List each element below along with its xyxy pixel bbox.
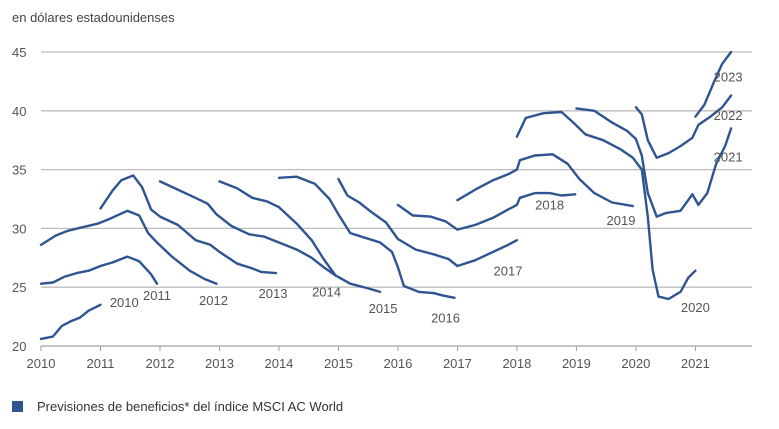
series-line-2010 (39, 303, 102, 341)
y-axis: 20 25 30 35 40 45 (12, 45, 26, 354)
series-line-2014 (158, 180, 337, 277)
legend-swatch (12, 400, 23, 412)
x-tick-label-2011: 2011 (87, 356, 115, 371)
y-tick-label-20: 20 (12, 339, 26, 354)
series-line-2016 (277, 175, 456, 299)
series-line-2020 (515, 110, 697, 301)
x-axis: 2010 2011 2012 2013 2014 2015 2016 2017 2018 2019… (27, 345, 752, 371)
series-label-2023: 2023 (714, 69, 743, 84)
series-line-2022 (634, 94, 733, 159)
series-line-2011 (39, 255, 159, 285)
x-tick-label-2015: 2015 (324, 356, 353, 371)
unit-label: en dólares estadounidenses (12, 10, 175, 25)
legend: Previsiones de beneficios* del índice MS… (12, 396, 343, 416)
series-line-2017 (337, 177, 519, 268)
y-tick-label-30: 30 (12, 221, 26, 236)
series-line-2013 (99, 174, 278, 275)
x-tick-label-2021: 2021 (681, 356, 710, 371)
series-label-2022: 2022 (714, 108, 743, 123)
x-tick-label-2012: 2012 (146, 356, 175, 371)
series-label-2011: 2011 (143, 288, 171, 303)
series-label-2021: 2021 (714, 149, 743, 164)
x-tick-label-2017: 2017 (443, 356, 472, 371)
y-tick-label-25: 25 (12, 280, 26, 295)
series-line-2021 (575, 107, 733, 218)
series-label-2012: 2012 (199, 293, 228, 308)
x-tick-label-2018: 2018 (502, 356, 531, 371)
series-line-2018 (396, 191, 577, 231)
series-line-2023 (694, 50, 733, 118)
series-line-2019 (456, 153, 635, 208)
series-label-2018: 2018 (535, 198, 564, 213)
y-tick-label-40: 40 (12, 104, 26, 119)
x-tick-label-2013: 2013 (205, 356, 234, 371)
x-tick-label-2010: 2010 (27, 356, 56, 371)
series-label-2019: 2019 (607, 213, 636, 228)
series-label-2016: 2016 (431, 310, 460, 325)
series-label-2013: 2013 (259, 286, 288, 301)
series-label-2010: 2010 (110, 295, 139, 310)
x-tick-label-2014: 2014 (264, 356, 293, 371)
y-tick-label-45: 45 (12, 45, 26, 60)
x-tick-label-2016: 2016 (383, 356, 412, 371)
legend-label: Previsiones de beneficios* del índice MS… (37, 398, 344, 414)
series-line-2015 (218, 180, 382, 294)
series-label-2015: 2015 (369, 301, 398, 316)
series-lines (39, 50, 733, 341)
series-labels: 2010 2011 2012 2013 2014 2015 2016 2017 2018 2019… (110, 69, 743, 325)
x-tick-label-2020: 2020 (621, 356, 650, 371)
series-label-2020: 2020 (681, 300, 710, 315)
y-tick-label-35: 35 (12, 163, 26, 178)
series-label-2014: 2014 (312, 285, 341, 300)
x-tick-label-2019: 2019 (562, 356, 591, 371)
series-line-2012 (39, 209, 218, 285)
series-label-2017: 2017 (494, 263, 523, 278)
